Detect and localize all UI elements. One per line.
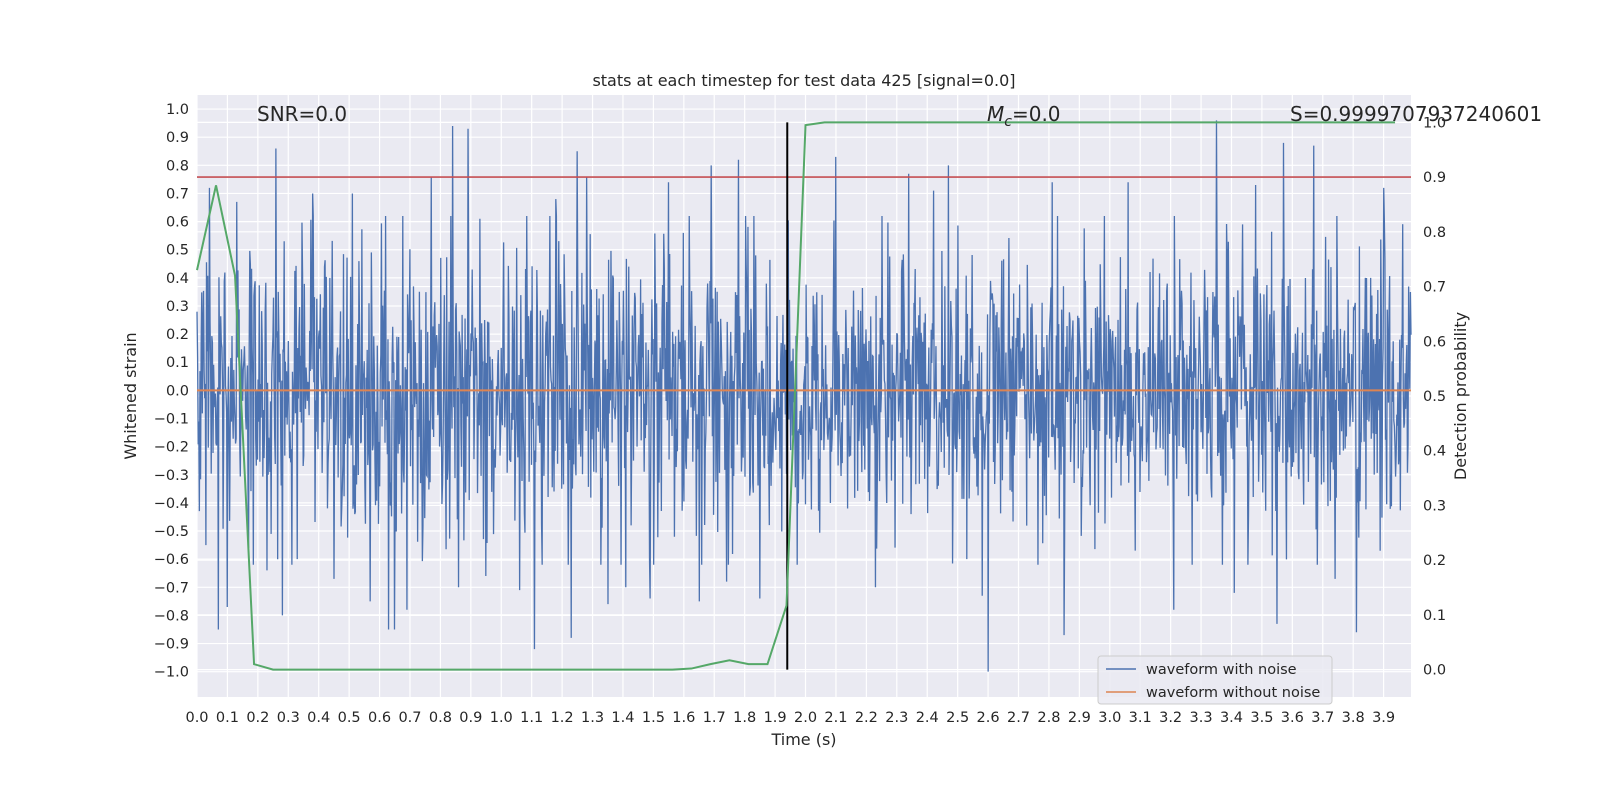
x-tick-label: 0.2 <box>246 710 269 726</box>
y-tick-label: −1.0 <box>154 665 189 681</box>
x-tick-label: 0.3 <box>277 710 300 726</box>
y-tick-label: 0.4 <box>166 271 189 287</box>
x-tick-label: 1.9 <box>764 710 787 726</box>
y-tick-label: 0.6 <box>166 215 189 231</box>
y2-tick-labels: 0.0 0.1 0.2 0.3 0.4 0.5 0.6 0.7 0.8 0.9 1.0 <box>1423 115 1446 678</box>
y2-tick-label: 1.0 <box>1423 115 1446 131</box>
x-tick-label: 0.9 <box>459 710 482 726</box>
y-tick-label: −0.4 <box>154 496 189 512</box>
x-tick-label: 2.3 <box>885 710 908 726</box>
y-tick-label: 0.3 <box>166 299 189 315</box>
x-tick-label: 1.0 <box>490 710 513 726</box>
y-tick-label: −0.5 <box>154 524 189 540</box>
legend-label-noise: waveform with noise <box>1146 662 1297 678</box>
snr-annotation: SNR=0.0 <box>257 102 347 126</box>
y2-tick-label: 0.3 <box>1423 498 1446 514</box>
x-tick-label: 3.7 <box>1311 710 1334 726</box>
x-tick-label: 3.5 <box>1250 710 1273 726</box>
y2-tick-label: 0.1 <box>1423 608 1446 624</box>
chirp-mass-annotation: Mc=0.0 <box>987 102 1061 130</box>
mc-subscript: c <box>1004 114 1012 130</box>
y-tick-label: 1.0 <box>166 102 189 118</box>
x-tick-label: 0.0 <box>185 710 208 726</box>
y-tick-label: 0.1 <box>166 355 189 371</box>
y-tick-label: −0.6 <box>154 552 189 568</box>
series-detection-probability <box>196 121 1396 671</box>
legend: waveform with noise waveform without noi… <box>1097 655 1333 705</box>
y2-tick-label: 0.9 <box>1423 170 1446 186</box>
y-axis-label: Whitened strain <box>121 332 140 459</box>
y-tick-label: −0.7 <box>154 580 189 596</box>
x-tick-label: 2.8 <box>1037 710 1060 726</box>
x-tick-label: 2.0 <box>794 710 817 726</box>
chart-title: stats at each timestep for test data 425… <box>592 71 1015 90</box>
y-tick-label: 0.2 <box>166 327 189 343</box>
x-tick-label: 1.3 <box>581 710 604 726</box>
y-tick-label: 0.9 <box>166 130 189 146</box>
y-tick-label: −0.3 <box>154 468 189 484</box>
x-tick-label: 0.5 <box>338 710 361 726</box>
x-tick-label: 1.6 <box>672 710 695 726</box>
y2-tick-label: 0.4 <box>1423 444 1446 460</box>
grid <box>196 95 1411 697</box>
x-tick-label: 2.2 <box>855 710 878 726</box>
waveform-with-noise-line <box>196 120 1412 672</box>
legend-box <box>1097 655 1333 705</box>
y-tick-label: 0.8 <box>166 158 189 174</box>
y2-axis-label: Detection probability <box>1451 312 1470 480</box>
x-tick-label: 2.7 <box>1007 710 1030 726</box>
x-tick-label: 3.1 <box>1129 710 1152 726</box>
y2-tick-label: 0.2 <box>1423 553 1446 569</box>
x-tick-label: 3.9 <box>1372 710 1395 726</box>
s-annotation: S=0.9999707937240601 <box>1290 102 1542 126</box>
y-tick-label: −0.9 <box>154 637 189 653</box>
series-waveform-with-noise <box>196 120 1412 672</box>
y-tick-label: −0.8 <box>154 608 189 624</box>
x-tick-label: 1.2 <box>551 710 574 726</box>
legend-label-clean: waveform without noise <box>1146 685 1320 701</box>
y-tick-label: 0.0 <box>166 383 189 399</box>
y2-tick-label: 0.6 <box>1423 334 1446 350</box>
y2-tick-label: 0.0 <box>1423 663 1446 679</box>
x-tick-label: 2.1 <box>824 710 847 726</box>
detection-probability-line <box>196 121 1396 671</box>
x-tick-label: 0.6 <box>368 710 391 726</box>
x-tick-label: 1.4 <box>611 710 634 726</box>
x-tick-label: 1.8 <box>733 710 756 726</box>
y2-tick-label: 0.5 <box>1423 389 1446 405</box>
x-tick-label: 2.9 <box>1068 710 1091 726</box>
y-tick-labels: −1.0 −0.9 −0.8 −0.7 −0.6 −0.5 −0.4 −0.3 −0.2 −0.1… <box>154 102 189 681</box>
y-tick-label: −0.1 <box>154 412 189 428</box>
x-tick-label: 1.1 <box>520 710 543 726</box>
x-tick-label: 0.1 <box>216 710 239 726</box>
x-axis-label: Time (s) <box>770 730 836 749</box>
x-tick-label: 3.6 <box>1281 710 1304 726</box>
x-tick-label: 3.4 <box>1220 710 1243 726</box>
x-tick-labels: 0.0 0.1 0.2 0.3 0.4 0.5 0.6 0.7 0.8 0.9 1.0 1.1 1.2 1… <box>185 710 1395 726</box>
y2-tick-label: 0.7 <box>1423 280 1446 296</box>
mc-value: =0.0 <box>1012 102 1061 126</box>
mc-symbol: M <box>987 102 1004 126</box>
x-tick-label: 2.4 <box>916 710 939 726</box>
x-tick-label: 3.0 <box>1098 710 1121 726</box>
x-tick-label: 1.5 <box>642 710 665 726</box>
x-tick-label: 0.8 <box>429 710 452 726</box>
x-tick-label: 0.7 <box>398 710 421 726</box>
x-tick-label: 2.5 <box>946 710 969 726</box>
x-tick-label: 0.4 <box>307 710 330 726</box>
y-tick-label: 0.5 <box>166 243 189 259</box>
x-tick-label: 3.2 <box>1159 710 1182 726</box>
x-tick-label: 3.3 <box>1190 710 1213 726</box>
y-tick-label: −0.2 <box>154 440 189 456</box>
x-tick-label: 1.7 <box>703 710 726 726</box>
y2-tick-label: 0.8 <box>1423 225 1446 241</box>
y-tick-label: 0.7 <box>166 186 189 202</box>
x-tick-label: 3.8 <box>1342 710 1365 726</box>
x-tick-label: 2.6 <box>977 710 1000 726</box>
